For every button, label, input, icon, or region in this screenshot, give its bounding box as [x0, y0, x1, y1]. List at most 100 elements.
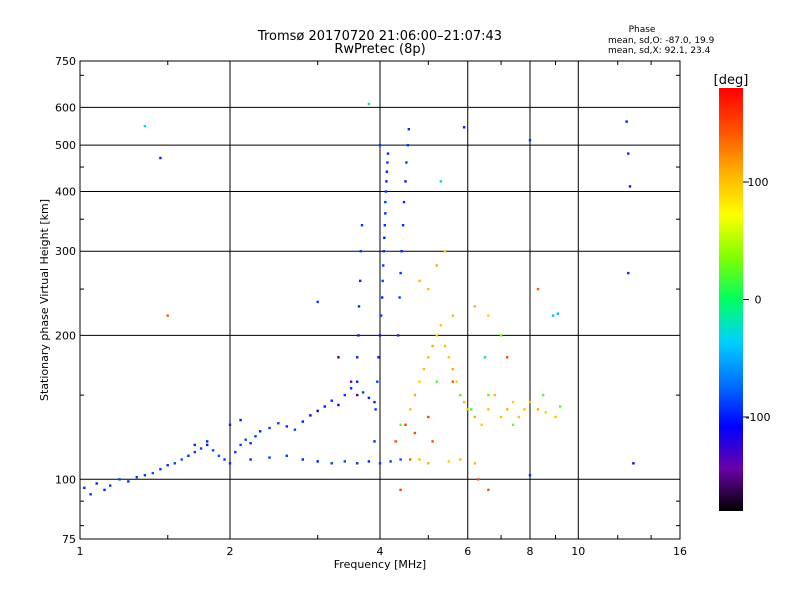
data-point: [384, 200, 387, 204]
y-axis-ticks: 75 100 200 300 400 500 600 750: [55, 55, 680, 546]
data-point: [536, 287, 540, 291]
data-point: [431, 440, 434, 443]
y-axis-label: Stationary phase Virtual Height [km]: [38, 199, 51, 401]
data-point: [399, 458, 402, 461]
data-point: [473, 462, 476, 465]
data-point: [439, 324, 443, 327]
x-tick-label: 1: [77, 545, 84, 558]
data-point: [378, 462, 382, 465]
data-point: [536, 408, 540, 411]
data-point: [301, 458, 304, 461]
data-point: [316, 409, 319, 413]
data-point: [95, 482, 98, 485]
data-point: [223, 458, 226, 461]
data-point: [427, 287, 430, 291]
data-point: [187, 454, 190, 457]
chart-title: Tromsø 20170720 21:06:00–21:07:43: [257, 29, 502, 44]
data-point: [211, 449, 215, 452]
y-tick-label: 100: [55, 473, 76, 486]
data-point: [413, 431, 417, 435]
data-point: [293, 428, 297, 431]
data-point: [407, 128, 410, 131]
data-point: [357, 305, 361, 308]
phase-heading: Phase: [629, 25, 656, 35]
data-point: [470, 408, 473, 411]
data-point: [462, 126, 466, 129]
data-point: [541, 393, 545, 397]
data-point: [109, 484, 112, 487]
data-point: [473, 415, 476, 419]
data-point: [343, 460, 346, 463]
data-point: [359, 279, 362, 283]
data-point: [377, 356, 380, 359]
data-point: [383, 224, 386, 227]
data-point: [381, 296, 384, 299]
data-point: [127, 480, 130, 483]
data-point: [528, 474, 532, 477]
data-point: [285, 454, 288, 457]
data-point: [386, 161, 389, 164]
data-point: [254, 435, 257, 438]
data-point: [89, 493, 92, 496]
data-point: [451, 380, 454, 383]
data-point: [435, 334, 438, 337]
data-point: [399, 488, 402, 492]
y-tick-label: 200: [55, 329, 76, 342]
data-point: [143, 124, 147, 128]
data-point: [431, 344, 434, 348]
data-point: [409, 458, 412, 461]
data-point: [402, 200, 406, 204]
data-point: [337, 403, 340, 407]
data-point: [217, 454, 221, 457]
data-point: [373, 440, 376, 443]
data-point: [381, 279, 384, 283]
data-point: [337, 356, 340, 359]
data-point: [151, 471, 154, 475]
data-point: [389, 460, 392, 463]
data-point: [159, 156, 162, 160]
data-point: [400, 250, 403, 253]
data-point: [422, 367, 426, 371]
colorbar-scale: [719, 88, 743, 511]
data-point: [367, 102, 371, 106]
data-point: [385, 170, 389, 173]
data-point: [404, 423, 407, 426]
data-point: [559, 405, 562, 408]
y-tick-label: 750: [55, 55, 76, 68]
data-point: [103, 488, 106, 492]
data-point: [487, 488, 490, 492]
colorbar-ticks: 100 0 -100: [743, 176, 770, 424]
data-point: [627, 152, 630, 155]
data-point: [523, 408, 526, 411]
data-point: [397, 334, 400, 337]
data-point: [330, 399, 333, 402]
data-point: [405, 161, 408, 164]
data-point: [323, 405, 326, 408]
data-point: [506, 408, 509, 411]
data-point: [249, 458, 252, 461]
data-point: [487, 393, 490, 397]
x-tick-label: 2: [227, 545, 234, 558]
data-point: [418, 380, 421, 383]
data-point: [517, 415, 521, 419]
data-point: [360, 224, 364, 227]
data-point: [443, 250, 447, 253]
phase-line-x: mean, sd,X: 92.1, 23.4: [608, 46, 711, 56]
data-point: [268, 426, 271, 430]
data-point: [401, 224, 405, 227]
data-point: [356, 356, 359, 359]
data-point: [373, 400, 376, 404]
data-point: [506, 356, 509, 359]
y-tick-label: 300: [55, 245, 76, 258]
data-point: [554, 415, 557, 419]
data-point: [418, 458, 421, 461]
data-point: [483, 356, 487, 359]
data-point: [239, 443, 242, 447]
data-point: [309, 414, 312, 417]
data-point: [625, 120, 628, 123]
data-point: [379, 314, 383, 317]
data-point: [383, 236, 386, 239]
data-point: [376, 380, 379, 383]
data-point: [356, 393, 359, 397]
data-point: [399, 423, 402, 426]
